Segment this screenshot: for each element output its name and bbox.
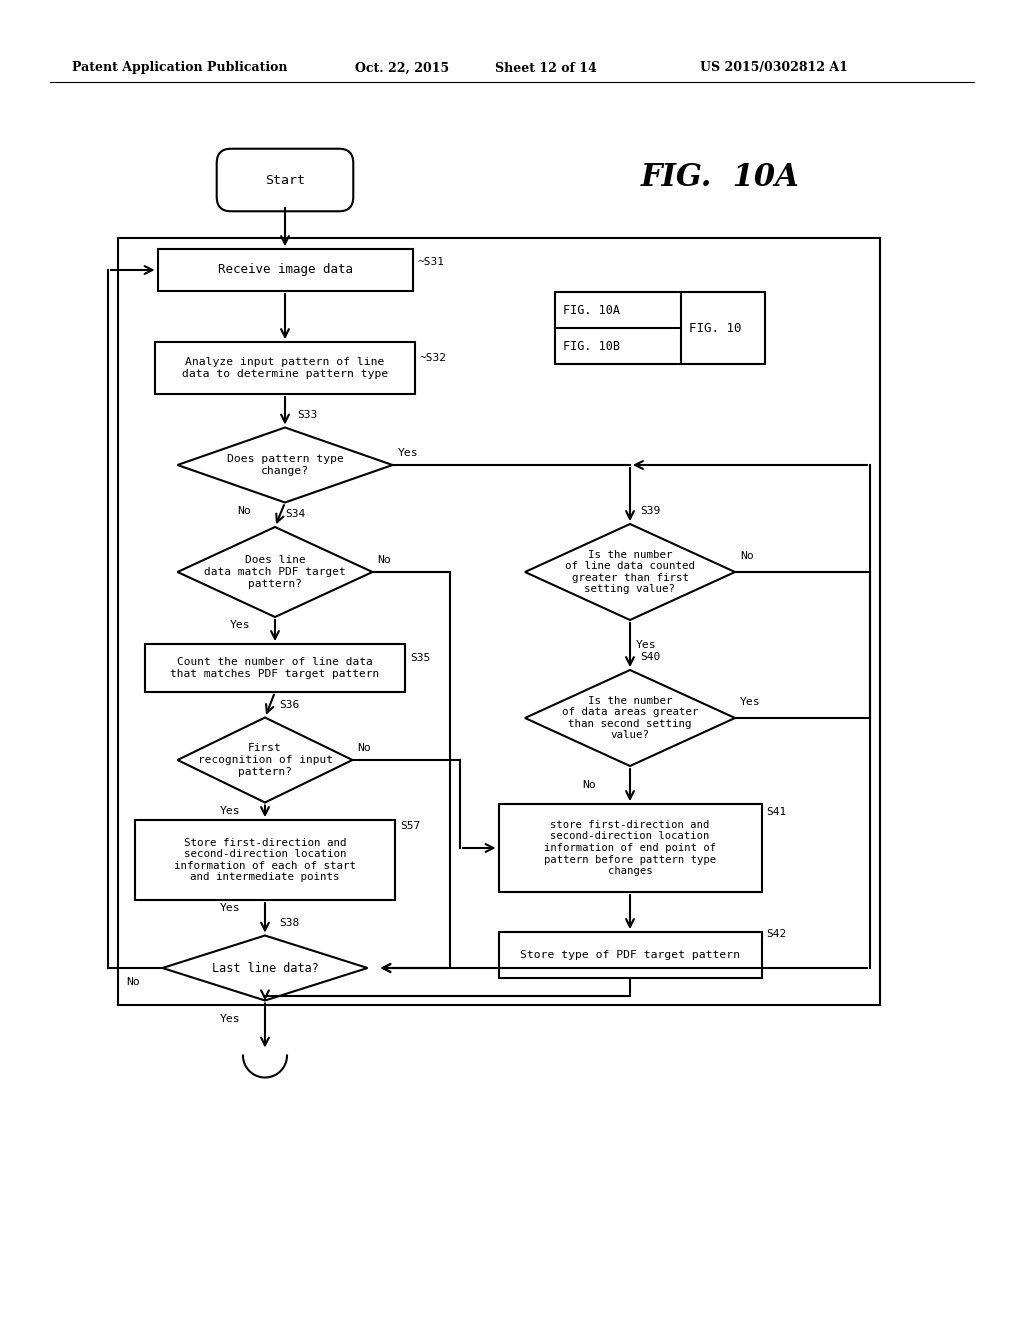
Text: First
recognition of input
pattern?: First recognition of input pattern? (198, 743, 333, 776)
Text: No: No (237, 506, 251, 516)
FancyBboxPatch shape (499, 804, 762, 892)
Text: Does line
data match PDF target
pattern?: Does line data match PDF target pattern? (204, 556, 346, 589)
FancyBboxPatch shape (135, 820, 395, 900)
FancyBboxPatch shape (217, 149, 353, 211)
Text: Patent Application Publication: Patent Application Publication (72, 62, 288, 74)
Text: Yes: Yes (740, 697, 761, 708)
Text: Start: Start (265, 173, 305, 186)
Text: Yes: Yes (636, 640, 656, 649)
Text: ~S31: ~S31 (418, 257, 444, 267)
Polygon shape (525, 524, 735, 620)
Text: FIG.  10A: FIG. 10A (641, 162, 800, 194)
Text: Yes: Yes (220, 805, 241, 816)
Polygon shape (525, 671, 735, 766)
Text: Last line data?: Last line data? (212, 961, 318, 974)
Text: US 2015/0302812 A1: US 2015/0302812 A1 (700, 62, 848, 74)
Text: S40: S40 (640, 652, 660, 663)
Text: Store type of PDF target pattern: Store type of PDF target pattern (520, 950, 740, 960)
Text: S39: S39 (640, 506, 660, 516)
Text: Receive image data: Receive image data (217, 264, 352, 276)
Polygon shape (163, 936, 368, 1001)
Text: S41: S41 (767, 807, 786, 817)
Text: S57: S57 (400, 821, 420, 832)
FancyBboxPatch shape (145, 644, 406, 692)
Text: FIG. 10A: FIG. 10A (563, 304, 620, 317)
Polygon shape (177, 718, 352, 803)
Text: Sheet 12 of 14: Sheet 12 of 14 (495, 62, 597, 74)
Text: store first-direction and
second-direction location
information of end point of
: store first-direction and second-directi… (544, 820, 716, 876)
Text: No: No (582, 780, 596, 789)
Text: Is the number
of data areas greater
than second setting
value?: Is the number of data areas greater than… (562, 696, 698, 741)
Text: Oct. 22, 2015: Oct. 22, 2015 (355, 62, 450, 74)
FancyBboxPatch shape (499, 932, 762, 978)
Text: S33: S33 (297, 409, 317, 420)
Text: No: No (127, 977, 140, 987)
FancyBboxPatch shape (555, 292, 765, 364)
Text: S36: S36 (279, 700, 299, 710)
FancyBboxPatch shape (158, 249, 413, 290)
Text: FIG. 10B: FIG. 10B (563, 339, 620, 352)
Text: S35: S35 (410, 653, 430, 663)
Text: Yes: Yes (397, 447, 418, 458)
Text: Yes: Yes (230, 620, 251, 630)
Text: S38: S38 (279, 917, 299, 928)
Text: ~S32: ~S32 (420, 352, 447, 363)
Text: Yes: Yes (220, 1014, 241, 1023)
Text: Is the number
of line data counted
greater than first
setting value?: Is the number of line data counted great… (565, 549, 695, 594)
FancyBboxPatch shape (155, 342, 415, 393)
Polygon shape (177, 428, 392, 503)
Text: S34: S34 (285, 510, 305, 519)
Text: Store first-direction and
second-direction location
information of each of start: Store first-direction and second-directi… (174, 838, 356, 882)
Text: S42: S42 (767, 929, 786, 939)
Text: Analyze input pattern of line
data to determine pattern type: Analyze input pattern of line data to de… (182, 358, 388, 379)
Text: No: No (357, 743, 372, 752)
Text: FIG. 10: FIG. 10 (689, 322, 741, 334)
Text: Count the number of line data
that matches PDF target pattern: Count the number of line data that match… (170, 657, 380, 678)
Polygon shape (177, 527, 373, 616)
Text: Does pattern type
change?: Does pattern type change? (226, 454, 343, 475)
Text: No: No (378, 554, 391, 565)
Text: No: No (740, 550, 754, 561)
Text: Yes: Yes (220, 903, 241, 913)
